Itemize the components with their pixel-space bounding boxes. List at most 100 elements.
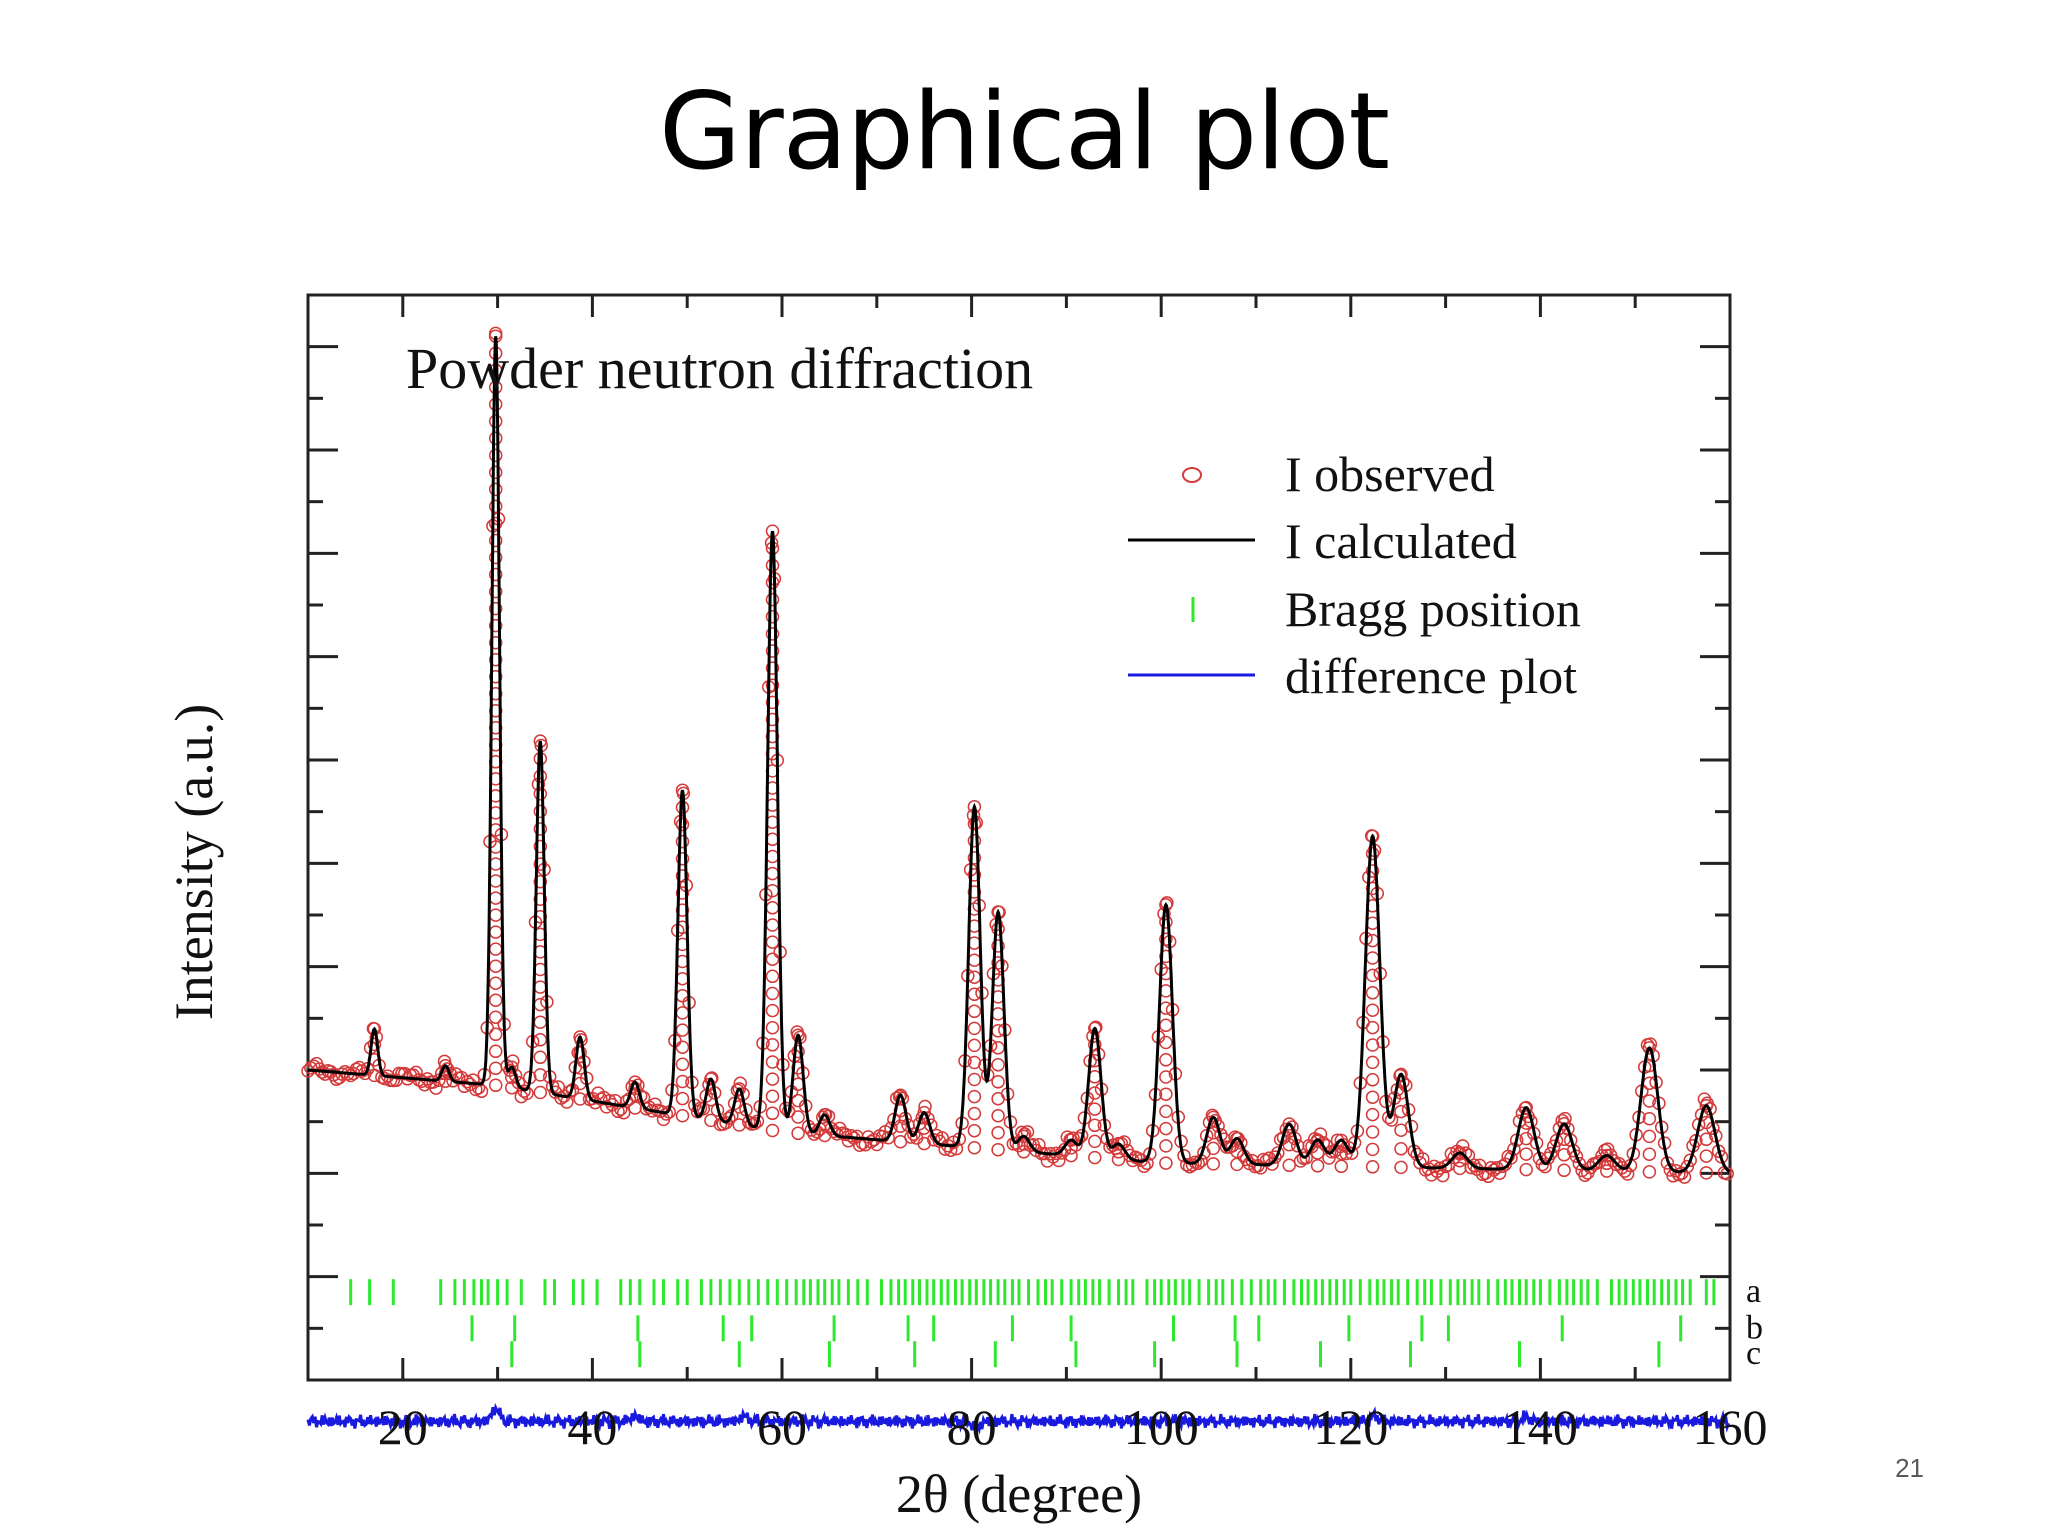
observed-point [488,499,503,514]
observed-point [722,1111,736,1125]
observed-point [991,1058,1005,1072]
bragg-position-rows [349,1279,1716,1368]
observed-point [533,1068,548,1082]
observed-point [1699,1098,1714,1113]
observed-point [765,1106,780,1121]
observed-point [675,1108,690,1123]
observed-point [991,939,1005,953]
observed-point [1519,1147,1533,1161]
observed-point [1519,1162,1533,1177]
observed-point [1159,932,1173,946]
observed-point [1642,1165,1657,1179]
observed-point [488,874,503,888]
observed-point [533,1085,548,1100]
observed-point [967,1021,982,1036]
observed-point [517,1084,531,1098]
observed-point [488,1044,503,1059]
observed-point [991,956,1005,970]
observed-point [488,1078,503,1093]
observed-point [533,857,548,871]
observed-point [765,1055,780,1069]
observed-point [1206,1157,1221,1171]
observed-point [488,431,503,446]
plot-frame [306,293,1732,1382]
observed-point [765,644,780,658]
x-axis-ticks [401,295,1732,1380]
y-axis-ticks [308,293,1730,1382]
x-tick-label: 40 [567,1399,617,1455]
legend-difference-label: difference plot [1285,648,1577,704]
observed-point [1600,1164,1614,1178]
observed-point [1159,1104,1173,1119]
observed-point [991,1075,1005,1089]
observed-point [488,397,503,412]
bragg-row-label: b [1746,1309,1763,1346]
observed-point [533,839,548,854]
observed-point [893,1134,908,1149]
observed-point [765,575,780,590]
observed-point [488,669,503,684]
observed-point [765,969,780,984]
observed-point [488,567,503,582]
observed-point [1111,1152,1126,1167]
observed-point [765,935,780,949]
slide-title: Graphical plot [658,70,1390,193]
observed-point [1185,1158,1200,1172]
observed-point [488,584,503,599]
observed-point [675,834,690,849]
observed-point [1365,1142,1380,1157]
observed-point [1642,1129,1657,1144]
observed-point [1557,1148,1571,1162]
observed-point [704,1072,718,1086]
observed-point [505,1070,519,1085]
observed-point [1016,1129,1031,1144]
observed-point [488,976,503,990]
observed-point [367,1037,382,1052]
observed-point [488,942,503,956]
observed-point [1159,1087,1173,1101]
observed-point [765,1038,780,1052]
observed-point [675,1040,690,1054]
observed-point [628,1075,642,1089]
observed-point [1453,1161,1467,1176]
observed-point [675,852,690,866]
observed-point [765,849,780,864]
observed-point [732,1118,747,1132]
observed-point [765,609,780,624]
observed-point [675,1091,690,1106]
observed-point [318,1067,332,1081]
observed-point [675,1074,690,1089]
observed-point [907,1127,921,1141]
observed-point [765,986,780,1001]
observed-point [991,922,1005,936]
observed-point [562,1084,577,1099]
observed-point [488,601,503,616]
observed-point [1234,1136,1248,1150]
observed-point [1334,1146,1349,1161]
observed-point [1088,1118,1102,1133]
observed-point [917,1136,931,1151]
observed-point [765,1020,780,1035]
observed-point [488,959,503,973]
observed-point [1268,1150,1282,1164]
page-number: 21 [1895,1453,1924,1483]
observed-point [1365,968,1380,983]
observed-point [675,971,690,986]
x-axis-label: 2θ (degree) [896,1464,1142,1524]
observed-point [474,1084,489,1099]
observed-point [675,817,690,832]
observed-point [1365,1038,1380,1052]
observed-point [438,1074,453,1088]
observed-point [704,1113,718,1128]
observed-point [1310,1146,1325,1160]
observed-point [488,891,503,905]
observed-point [917,1105,931,1120]
observed-point [367,1068,382,1083]
observed-point [1436,1168,1450,1183]
observed-point [765,1123,780,1138]
legend-observed-marker [1182,467,1202,483]
observed-point [1016,1145,1031,1159]
observed-point [1365,1020,1380,1035]
observed-point [488,635,503,650]
observed-point [675,903,690,917]
